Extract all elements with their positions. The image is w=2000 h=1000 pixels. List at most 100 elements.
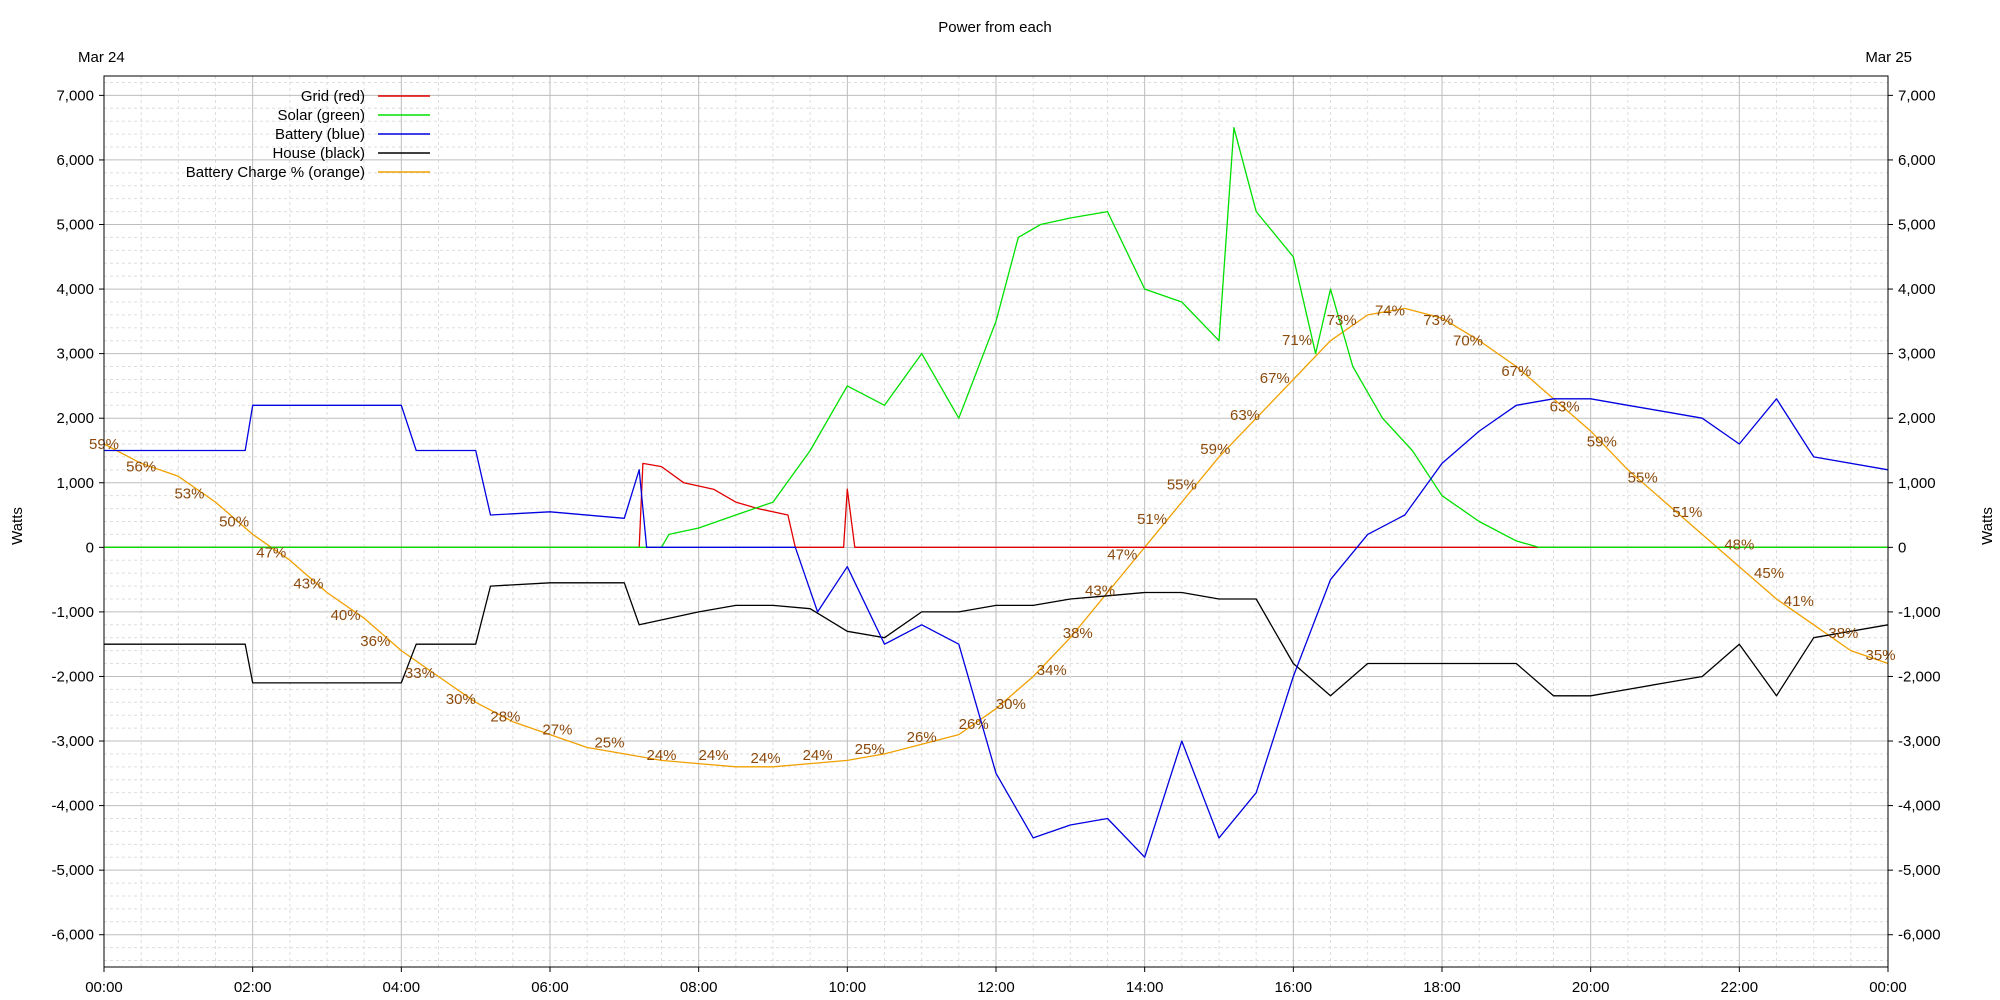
y-axis-ticks: 7,000 7,000 6,000 6,000 5,000 5,000 4,000 4,000… — [51, 87, 1940, 943]
y-tick-label-right: 3,000 — [1898, 346, 1936, 363]
y-tick-label-right: 0 — [1898, 539, 1906, 556]
battery-percent-label: 55% — [1628, 470, 1658, 487]
series-line-0 — [104, 462, 1888, 548]
series-line-4 — [103, 307, 1889, 768]
battery-percent-label: 30% — [446, 691, 476, 708]
battery-percent-label: 71% — [1282, 332, 1312, 349]
battery-percent-label: 24% — [646, 747, 676, 764]
battery-percent-label: 34% — [1037, 662, 1067, 679]
battery-percent-label: 24% — [699, 747, 729, 764]
legend-label: Solar (green) — [277, 107, 365, 124]
y-tick-label-left: -1,000 — [51, 604, 94, 621]
battery-percent-label: 48% — [1724, 537, 1754, 554]
battery-percent-label: 47% — [1107, 546, 1137, 563]
battery-percent-label: 26% — [959, 716, 989, 733]
series-line-2 — [104, 398, 1889, 858]
y-tick-label-right: 4,000 — [1898, 281, 1936, 298]
battery-percent-label: 73% — [1327, 312, 1357, 329]
battery-percent-label: 38% — [1063, 625, 1093, 642]
battery-percent-label: 43% — [1085, 583, 1115, 600]
battery-percent-label: 25% — [594, 734, 624, 751]
y-tick-label-left: 3,000 — [56, 346, 94, 363]
battery-percent-labels: 59% 56% 53% 50% 47% 43% 40% 36% 33% 30% 28% 27% 25% 2… — [89, 302, 1896, 766]
y-tick-label-right: -6,000 — [1898, 927, 1941, 944]
battery-percent-label: 73% — [1423, 312, 1453, 329]
x-tick-label: 12:00 — [977, 979, 1015, 996]
legend-label: House (black) — [272, 145, 365, 162]
battery-percent-label: 25% — [855, 741, 885, 758]
battery-percent-label: 70% — [1453, 333, 1483, 350]
battery-percent-label: 38% — [1828, 625, 1858, 642]
y-tick-label-right: -1,000 — [1898, 604, 1941, 621]
x-tick-label: 14:00 — [1126, 979, 1164, 996]
series-lines — [103, 127, 1889, 858]
x-tick-label: 18:00 — [1423, 979, 1461, 996]
battery-percent-label: 24% — [751, 750, 781, 767]
x-tick-label: 10:00 — [829, 979, 867, 996]
legend-label: Battery Charge % (orange) — [186, 164, 365, 181]
y-tick-label-left: -4,000 — [51, 798, 94, 815]
y-tick-label-right: -2,000 — [1898, 668, 1941, 685]
x-axis-ticks: 00:00 02:00 04:00 06:00 08:00 10:00 12:00 14:00… — [85, 967, 1907, 996]
x-tick-label: 20:00 — [1572, 979, 1610, 996]
x-tick-label: 02:00 — [234, 979, 272, 996]
y-axis-label-right: Watts — [1979, 507, 1996, 545]
y-tick-label-right: -4,000 — [1898, 798, 1941, 815]
battery-percent-label: 35% — [1866, 647, 1896, 664]
y-tick-label-right: 1,000 — [1898, 475, 1936, 492]
y-tick-label-left: -2,000 — [51, 668, 94, 685]
battery-percent-label: 27% — [542, 721, 572, 738]
date-left: Mar 24 — [78, 49, 125, 66]
y-tick-label-left: -6,000 — [51, 927, 94, 944]
y-tick-label-left: 6,000 — [56, 152, 94, 169]
grid — [104, 76, 1888, 967]
battery-percent-label: 30% — [996, 696, 1026, 713]
date-right: Mar 25 — [1865, 49, 1912, 66]
x-tick-label: 22:00 — [1721, 979, 1759, 996]
y-tick-label-left: 5,000 — [56, 217, 94, 234]
y-tick-label-left: 2,000 — [56, 410, 94, 427]
battery-percent-label: 43% — [293, 575, 323, 592]
battery-percent-label: 45% — [1754, 565, 1784, 582]
y-tick-label-left: -3,000 — [51, 733, 94, 750]
y-tick-label-left: 4,000 — [56, 281, 94, 298]
battery-percent-label: 50% — [219, 514, 249, 531]
battery-percent-label: 51% — [1137, 511, 1167, 528]
battery-percent-label: 67% — [1260, 370, 1290, 387]
x-tick-label: 00:00 — [85, 979, 123, 996]
battery-percent-label: 55% — [1167, 477, 1197, 494]
battery-percent-label: 56% — [126, 459, 156, 476]
x-tick-label: 16:00 — [1275, 979, 1313, 996]
battery-percent-label: 53% — [174, 486, 204, 503]
y-axis-label-left: Watts — [9, 507, 26, 545]
x-tick-label: 00:00 — [1869, 979, 1907, 996]
battery-percent-label: 40% — [331, 607, 361, 624]
battery-percent-label: 36% — [360, 633, 390, 650]
battery-percent-label: 63% — [1550, 399, 1580, 416]
battery-percent-label: 28% — [490, 708, 520, 725]
y-tick-label-right: 5,000 — [1898, 217, 1936, 234]
battery-percent-label: 41% — [1784, 593, 1814, 610]
battery-percent-label: 59% — [1200, 441, 1230, 458]
x-tick-label: 04:00 — [383, 979, 421, 996]
series-line-1 — [104, 127, 1888, 548]
battery-percent-label: 74% — [1375, 302, 1405, 319]
y-tick-label-right: 7,000 — [1898, 87, 1936, 104]
x-tick-label: 06:00 — [531, 979, 569, 996]
battery-percent-label: 26% — [907, 729, 937, 746]
battery-percent-label: 51% — [1672, 504, 1702, 521]
battery-percent-label: 33% — [405, 665, 435, 682]
battery-percent-label: 67% — [1501, 363, 1531, 380]
legend: Grid (red) Solar (green) Battery (blue) Hou… — [186, 88, 430, 181]
battery-percent-label: 59% — [1587, 433, 1617, 450]
chart-title: Power from each — [938, 19, 1051, 36]
y-tick-label-right: 2,000 — [1898, 410, 1936, 427]
y-tick-label-left: 7,000 — [56, 87, 94, 104]
series-line-3 — [104, 582, 1889, 697]
x-tick-label: 08:00 — [680, 979, 718, 996]
y-tick-label-left: 0 — [86, 539, 94, 556]
legend-label: Battery (blue) — [275, 126, 365, 143]
battery-percent-label: 63% — [1230, 407, 1260, 424]
y-tick-label-left: -5,000 — [51, 862, 94, 879]
